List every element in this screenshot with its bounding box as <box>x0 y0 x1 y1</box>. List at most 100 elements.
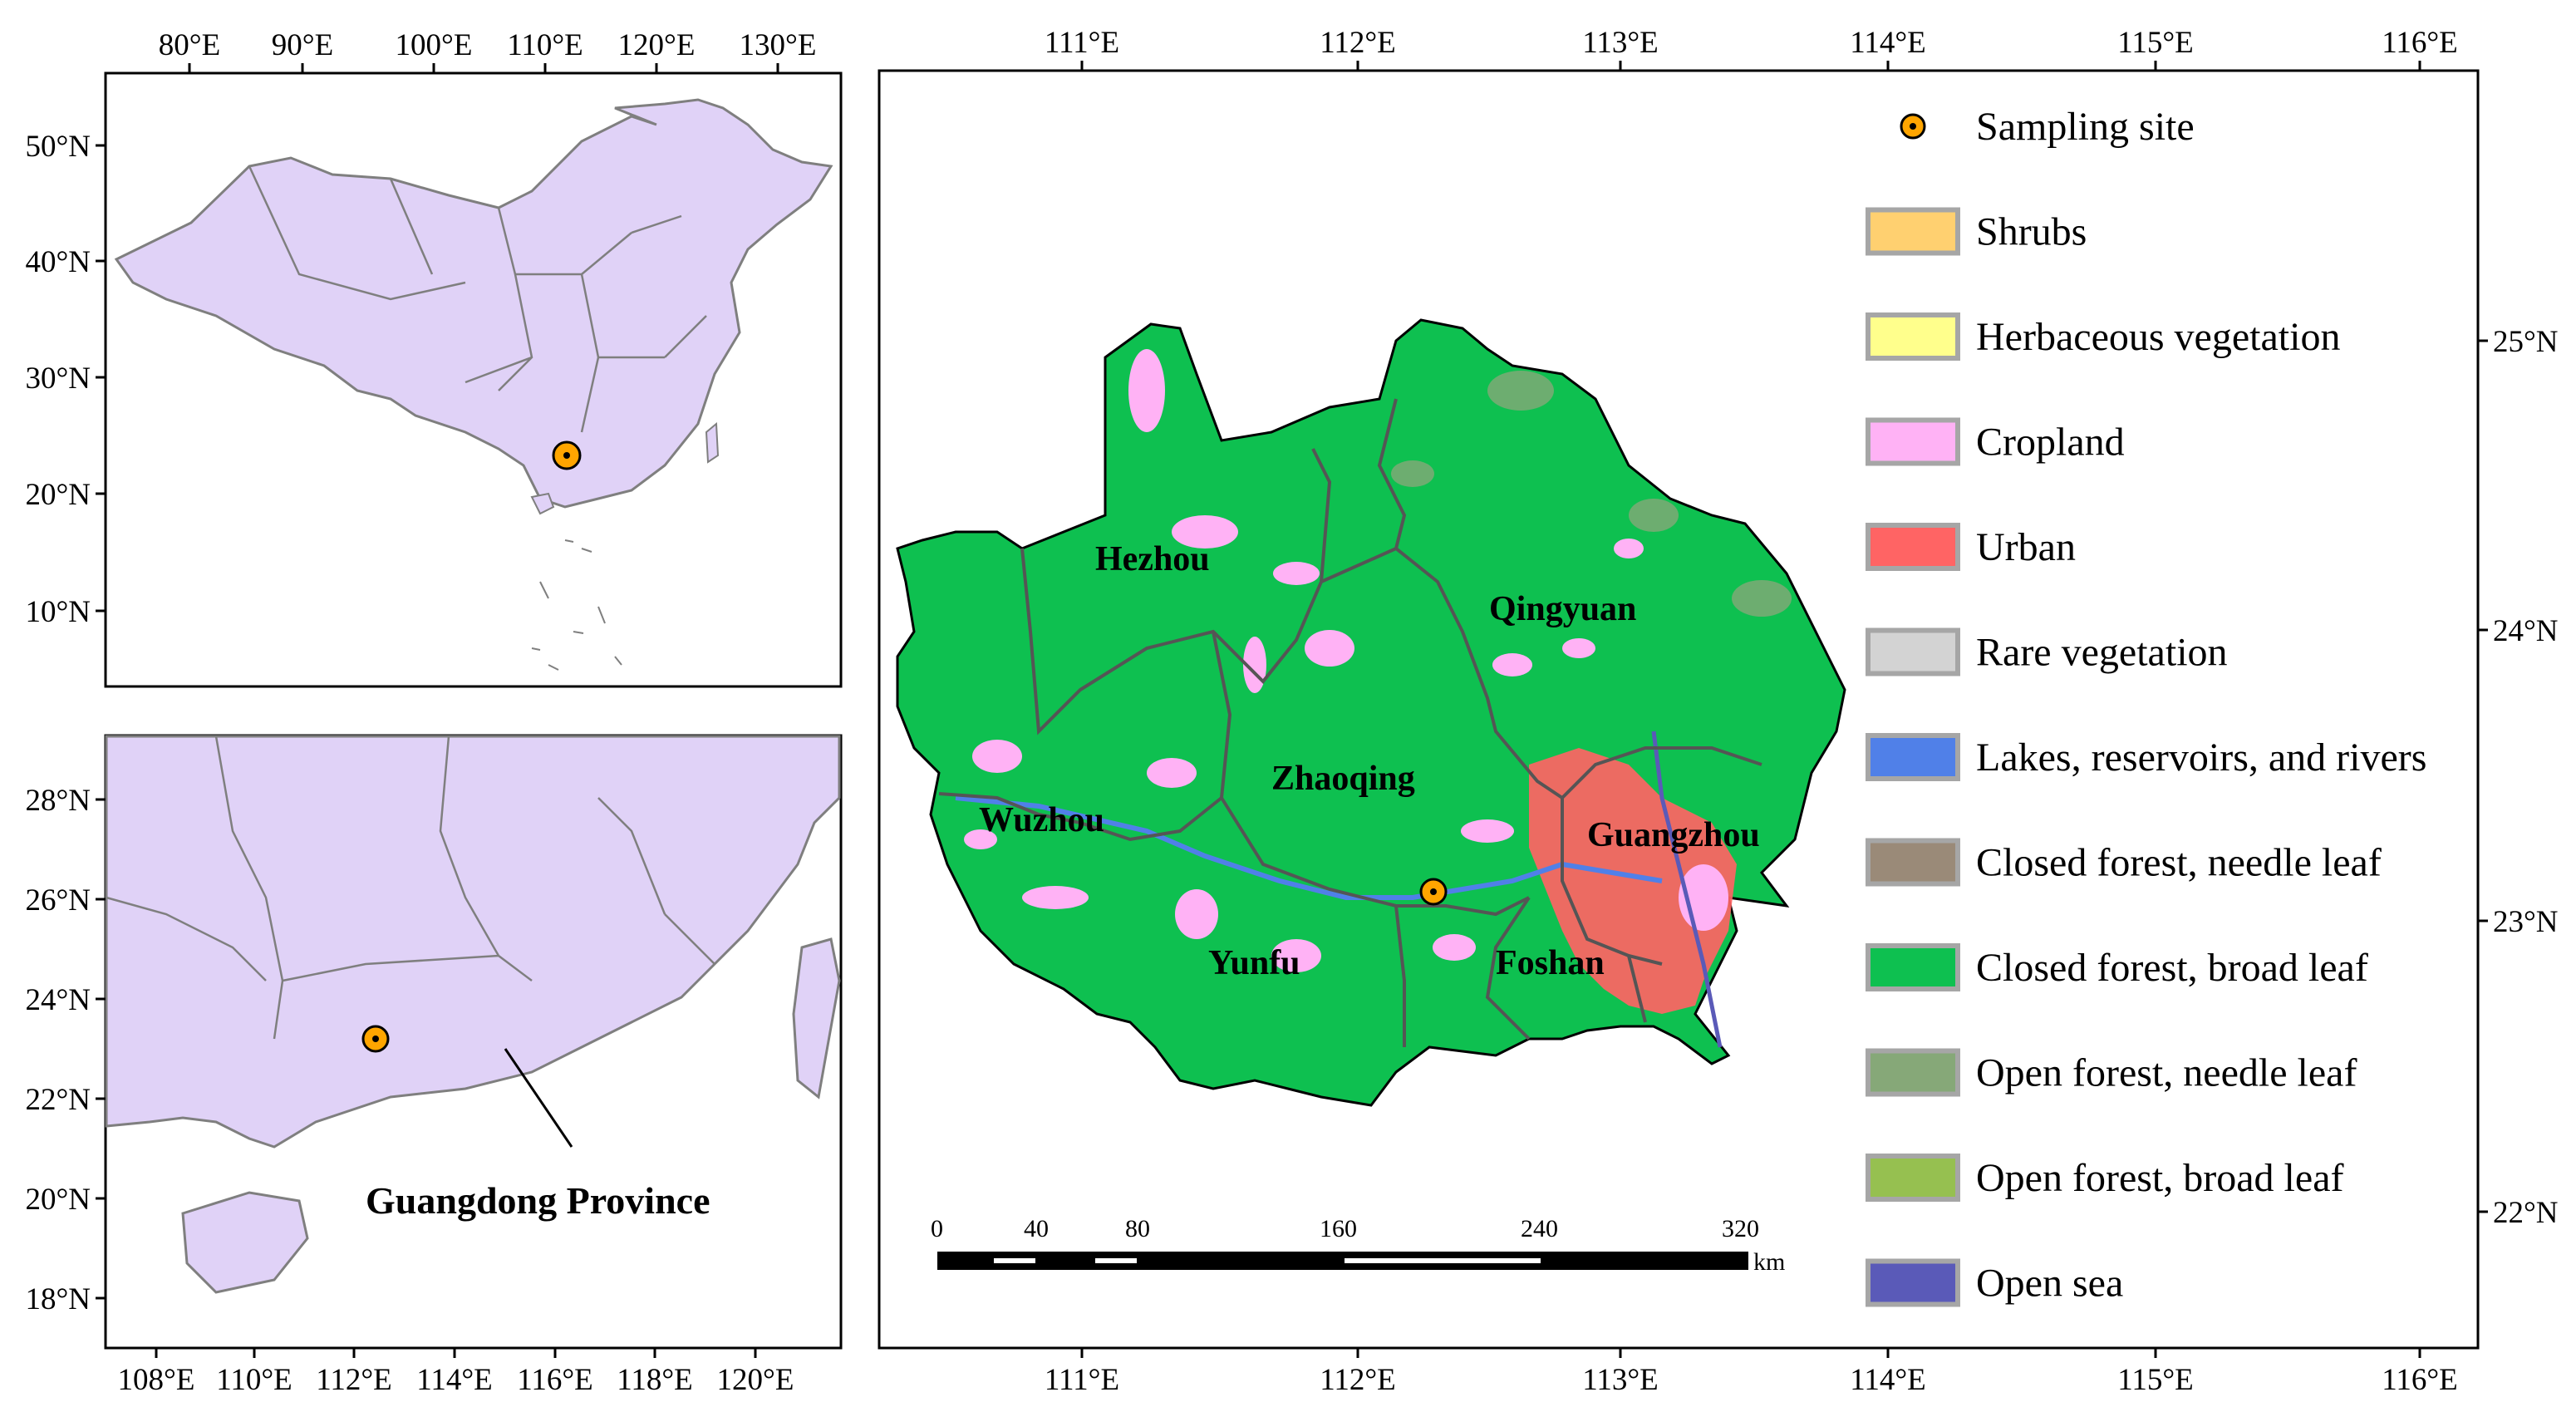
guangdong-x-tick-label: 108°E <box>118 1363 195 1397</box>
legend-label: Rare vegetation <box>1976 631 2228 675</box>
legend-label: Sampling site <box>1976 105 2195 149</box>
main-x-tick-label: 112°E <box>1320 26 1396 60</box>
taiwan-island <box>792 937 841 1100</box>
guangdong-y-tick-label: 18°N <box>25 1282 91 1316</box>
legend-label: Urban <box>1976 525 2076 569</box>
guangdong-x-tick-label: 110°E <box>216 1363 293 1397</box>
china-x-tick-label: 100°E <box>396 28 473 62</box>
main-land-cover-map: Hezhou Qingyuan Zhaoqing Wuzhou Guangzho… <box>878 26 2559 1397</box>
legend-item: Sampling site <box>1900 105 2195 149</box>
sampling-site-marker-main <box>1419 878 1448 906</box>
scale-label-40: 40 <box>1024 1215 1049 1242</box>
legend-label: Shrubs <box>1976 210 2087 254</box>
legend-label: Open forest, broad leaf <box>1976 1156 2343 1200</box>
scale-bar-body <box>937 1252 1748 1270</box>
china-y-tick-label: 50°N <box>25 130 91 164</box>
guangdong-x-tick-label: 120°E <box>717 1363 794 1397</box>
main-y-tick-label: 22°N <box>2493 1196 2559 1230</box>
main-x-tick-label: 116°E <box>2382 1363 2458 1397</box>
legend-item: Open forest, needle leaf <box>1866 1048 2357 1097</box>
guangdong-y-tick-label: 28°N <box>25 784 91 818</box>
china-y-tick-label: 30°N <box>25 362 91 396</box>
legend-item: Closed forest, broad leaf <box>1866 943 2368 991</box>
legend-item: Lakes, reservoirs, and rivers <box>1866 733 2426 781</box>
city-label-guangzhou: Guangzhou <box>1587 816 1760 854</box>
legend-swatch <box>1866 312 1960 361</box>
legend-label: Closed forest, needle leaf <box>1976 841 2382 885</box>
legend-label: Closed forest, broad leaf <box>1976 946 2368 990</box>
china-y-tick-label: 40°N <box>25 245 91 279</box>
legend-swatch <box>1866 207 1960 256</box>
guangdong-province-label: Guangdong Province <box>366 1179 710 1222</box>
main-x-tick-label: 113°E <box>1582 26 1659 60</box>
urban-area-guangzhou-foshan <box>1529 748 1737 1014</box>
legend-swatch <box>1866 1048 1960 1097</box>
inset-china-map: 80°E 90°E 100°E 110°E 120°E 130°E 50°N 40°N 30°N… <box>25 28 843 688</box>
main-y-tick-label: 24°N <box>2493 614 2559 648</box>
scale-label-320: 320 <box>1722 1215 1759 1242</box>
inset-guangdong-map: Guangdong Province 108°E 110°E 112°E 114°E 1… <box>25 734 843 1397</box>
legend-label: Open sea <box>1976 1262 2123 1306</box>
city-boundaries <box>938 398 1762 1047</box>
legend-item: Open forest, broad leaf <box>1866 1154 2343 1202</box>
china-x-tick-label: 80°E <box>159 28 220 62</box>
main-x-tick-label: 111°E <box>1045 1363 1119 1397</box>
sampling-site-marker-china <box>552 440 582 470</box>
main-x-tick-label: 116°E <box>2382 26 2458 60</box>
scale-label-80: 80 <box>1125 1215 1150 1242</box>
main-x-tick-label: 112°E <box>1320 1363 1396 1397</box>
legend-label: Lakes, reservoirs, and rivers <box>1976 735 2426 780</box>
guangdong-province-lines <box>106 735 715 1040</box>
main-x-tick-label: 114°E <box>1850 1363 1926 1397</box>
legend-label: Herbaceous vegetation <box>1976 315 2340 359</box>
china-y-tick-label: 20°N <box>25 478 91 512</box>
scale-unit-label: km <box>1753 1248 1785 1276</box>
legend-swatch <box>1866 1154 1960 1202</box>
main-y-tick-label: 23°N <box>2493 905 2559 939</box>
sampling-site-marker-guangdong <box>361 1025 390 1053</box>
legend-item: Cropland <box>1866 417 2125 466</box>
china-x-tick-label: 120°E <box>618 28 696 62</box>
cropland-patches <box>964 349 1728 972</box>
open-forest-patches <box>1391 371 1792 617</box>
legend-swatch <box>1866 627 1960 676</box>
legend-item: Rare vegetation <box>1866 627 2228 676</box>
scale-label-0: 0 <box>931 1215 943 1242</box>
river-tributary <box>1651 731 1723 1048</box>
china-y-tick-label: 10°N <box>25 595 91 629</box>
city-label-yunfu: Yunfu <box>1208 944 1300 982</box>
hainan-island <box>181 1191 309 1294</box>
main-x-tick-label: 115°E <box>2117 26 2194 60</box>
legend-swatch <box>1866 417 1960 466</box>
guangdong-y-tick-label: 20°N <box>25 1183 91 1217</box>
main-y-tick-label: 25°N <box>2493 325 2559 359</box>
guangdong-leader-line <box>504 1048 573 1148</box>
river-network <box>955 795 1663 900</box>
guangdong-y-tick-label: 26°N <box>25 883 91 918</box>
legend-label: Open forest, needle leaf <box>1976 1051 2357 1095</box>
main-x-tick-label: 111°E <box>1045 26 1119 60</box>
guangdong-y-tick-label: 22°N <box>25 1083 91 1117</box>
guangdong-y-tick-label: 24°N <box>25 983 91 1017</box>
city-label-qingyuan: Qingyuan <box>1489 590 1636 628</box>
legend-swatch <box>1866 1258 1960 1307</box>
china-landmass <box>114 98 833 509</box>
china-province-lines <box>248 165 707 433</box>
china-x-tick-label: 110°E <box>507 28 583 62</box>
china-x-tick-label: 130°E <box>740 28 817 62</box>
main-x-tick-label: 113°E <box>1582 1363 1659 1397</box>
scale-label-240: 240 <box>1521 1215 1558 1242</box>
taiwan-china-inset <box>705 421 720 464</box>
city-label-foshan: Foshan <box>1496 944 1605 982</box>
guangdong-x-tick-label: 114°E <box>416 1363 493 1397</box>
guangdong-region-landmass <box>105 735 841 1149</box>
hainan-island-china-inset <box>530 492 555 515</box>
guangdong-x-tick-label: 116°E <box>517 1363 593 1397</box>
legend-swatch <box>1866 733 1960 781</box>
legend: Sampling site Shrubs Herbaceous vegetation… <box>1866 105 2426 1307</box>
south-china-sea-islands <box>531 539 622 671</box>
legend-item: Closed forest, needle leaf <box>1866 838 2382 887</box>
city-label-wuzhou: Wuzhou <box>979 801 1104 839</box>
legend-item: Shrubs <box>1866 207 2087 256</box>
